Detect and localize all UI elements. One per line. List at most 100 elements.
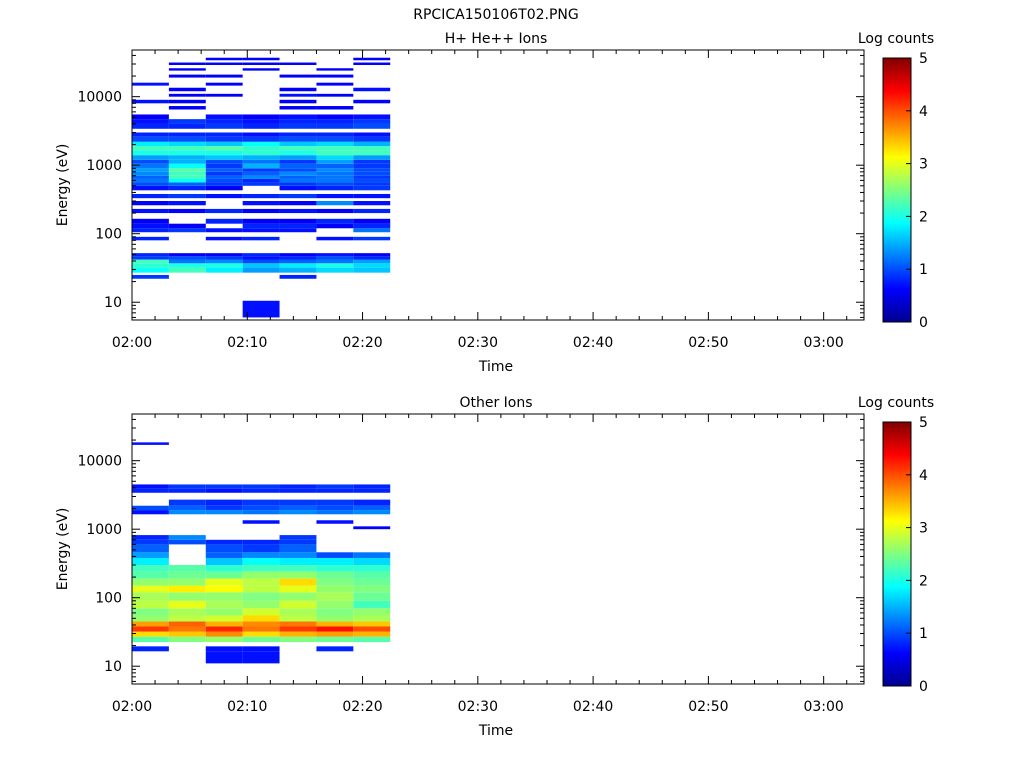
x-tick-label: 02:20 (342, 335, 382, 351)
heatmap-cell (205, 636, 243, 643)
heatmap-cell (242, 193, 280, 199)
heatmap-cell (353, 218, 391, 224)
heatmap-cell (168, 510, 206, 515)
heatmap-cell (353, 256, 391, 260)
heatmap-cell (353, 626, 391, 632)
heatmap-cell (316, 178, 354, 183)
heatmap-cell (132, 136, 169, 142)
heatmap-cell (205, 253, 243, 257)
heatmap-cell (242, 510, 280, 515)
heatmap-cell (132, 236, 169, 241)
heatmap-cell (205, 592, 243, 601)
heatmap-cell (132, 253, 169, 257)
heatmap-cell (316, 223, 354, 229)
heatmap-cell (242, 585, 280, 593)
colorbar-label: Log counts (858, 395, 934, 411)
heatmap-cell (205, 552, 243, 558)
heatmap-cell (205, 600, 243, 609)
y-tick-label: 1000 (86, 522, 122, 538)
heatmap-cell (242, 565, 280, 572)
heatmap-cell (353, 631, 391, 637)
heatmap-cell (353, 185, 391, 191)
heatmap-cell (316, 608, 354, 616)
heatmap-cell (205, 488, 243, 493)
heatmap-cell (279, 208, 317, 214)
heatmap-cell (279, 578, 317, 586)
heatmap-cell (242, 150, 280, 156)
heatmap-cell (353, 263, 391, 268)
heatmap-cell (132, 510, 169, 515)
heatmap-cell (168, 488, 206, 493)
heatmap-cell (316, 484, 354, 489)
heatmap-cell (168, 585, 206, 593)
heatmap-cell (353, 119, 391, 124)
heatmap-cell (242, 141, 280, 147)
heatmap-cell (132, 201, 169, 206)
y-axis-label: Energy (eV) (55, 144, 71, 227)
panel-title: Other Ions (459, 395, 532, 411)
heatmap-cell (205, 136, 243, 142)
heatmap-cell (353, 99, 391, 104)
heatmap-cell (132, 256, 169, 260)
heatmap-cell (316, 68, 354, 71)
heatmap-cell (316, 182, 354, 186)
heatmap-cell (242, 592, 280, 601)
colorbar-tick-label: 5 (919, 51, 928, 67)
y-tick-label: 10 (104, 659, 122, 675)
heatmap-cell (353, 171, 391, 176)
heatmap-cell (132, 114, 169, 120)
y-tick-label: 100 (95, 227, 122, 243)
heatmap-cell (279, 621, 317, 627)
heatmap-cell (242, 631, 280, 637)
colorbar-tick-label: 5 (919, 415, 928, 431)
heatmap-cell (279, 592, 317, 601)
heatmap-cell (316, 585, 354, 593)
heatmap-cell (242, 256, 280, 260)
heatmap-cell (279, 178, 317, 183)
heatmap-cell (205, 163, 243, 169)
heatmap-cell (316, 565, 354, 572)
heatmap-cell (353, 146, 391, 151)
heatmap-cell (205, 82, 243, 86)
heatmap-cell (168, 201, 206, 206)
heatmap-cell (353, 159, 391, 164)
heatmap-cell (279, 87, 317, 92)
heatmap-cell (205, 539, 243, 545)
heatmap-cell (132, 182, 169, 186)
heatmap-cell (316, 168, 354, 172)
heatmap-cell (242, 267, 280, 273)
heatmap-cell (316, 123, 354, 129)
heatmap-cell (316, 163, 354, 169)
heatmap-cell (132, 565, 169, 572)
heatmap-cell (205, 132, 243, 137)
heatmap-cell (132, 631, 169, 637)
heatmap-cell (242, 253, 280, 257)
heatmap-cell (316, 615, 354, 622)
heatmap-cell (316, 557, 354, 566)
heatmap-cell (205, 193, 243, 199)
heatmap-cell (242, 175, 280, 179)
heatmap-cell (279, 132, 317, 137)
heatmap-cell (353, 565, 391, 572)
heatmap-cell (242, 136, 280, 142)
colorbar-label: Log counts (858, 31, 934, 47)
heatmap-cell (353, 136, 391, 142)
heatmap-cell (168, 74, 206, 78)
heatmap-cell (132, 185, 169, 191)
heatmap-cell (316, 171, 354, 176)
heatmap-cell (242, 119, 280, 124)
heatmap-cell (132, 146, 169, 151)
x-tick-label: 02:30 (458, 699, 498, 715)
heatmap-cell (168, 631, 206, 637)
x-tick-label: 02:20 (342, 699, 382, 715)
heatmap-cell (242, 615, 280, 622)
heatmap-cell (353, 621, 391, 627)
heatmap-cell (353, 499, 391, 506)
heatmap-cell (279, 175, 317, 179)
heatmap-cell (316, 106, 354, 110)
heatmap-cell (132, 141, 169, 147)
heatmap-cell (279, 168, 317, 172)
heatmap-cell (242, 68, 280, 71)
heatmap-cell (316, 256, 354, 260)
